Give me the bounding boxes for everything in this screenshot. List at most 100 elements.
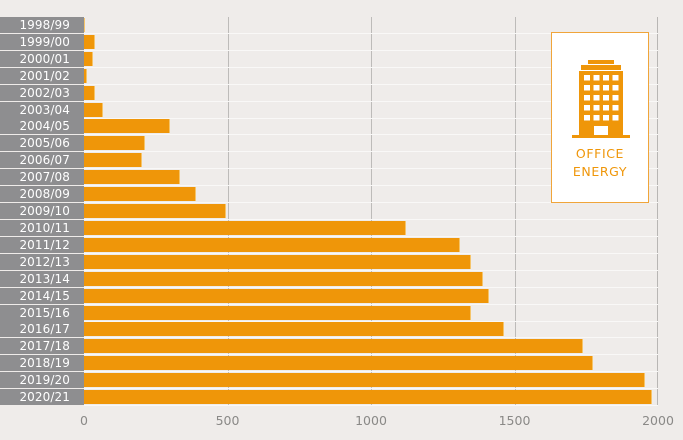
row-separator [84, 219, 658, 221]
row-separator [84, 49, 658, 51]
gridline [371, 17, 372, 406]
bar-row: 2000/01 [0, 50, 658, 68]
x-tick-label: 2000 [642, 413, 674, 428]
category-label: 2020/21 [0, 389, 84, 406]
row-separator [84, 66, 658, 68]
bar [84, 68, 87, 83]
bar [84, 288, 489, 303]
category-label: 2012/13 [0, 253, 84, 270]
bar-row: 2001/02 [0, 67, 658, 85]
bar-row: 2016/17 [0, 321, 658, 339]
category-label: 2004/05 [0, 118, 84, 135]
row-separator [84, 33, 658, 34]
row-separator [84, 235, 658, 237]
category-label: 2016/17 [0, 321, 84, 338]
row-separator [84, 100, 658, 102]
bar-chart: 1998/99 1999/00 2000/01 2001/02 2002/03 2003/… [0, 17, 658, 407]
category-label: 1999/00 [0, 33, 84, 50]
row-separator [84, 269, 658, 271]
bar [84, 390, 653, 405]
bar-row: 2009/10 [0, 203, 658, 221]
legend-label-line1: OFFICE [575, 146, 625, 161]
bar [84, 339, 584, 354]
row-separator [84, 354, 658, 356]
bar [84, 271, 483, 286]
bar [84, 220, 406, 235]
category-label: 2009/10 [0, 203, 84, 220]
bar [84, 34, 95, 49]
category-label: 2018/19 [0, 355, 84, 372]
bar-row: 1998/99 [0, 17, 658, 34]
bar [84, 102, 103, 117]
bar [84, 322, 504, 337]
bar-row: 2018/19 [0, 355, 658, 373]
row-separator [84, 117, 658, 119]
bar-row: 2004/05 [0, 118, 658, 136]
bar-row: 2002/03 [0, 84, 658, 102]
x-tick-label: 1000 [355, 413, 387, 428]
bar [84, 153, 142, 168]
row-separator [84, 337, 658, 339]
bar [84, 170, 180, 185]
row-separator [84, 371, 658, 373]
category-label: 2011/12 [0, 236, 84, 253]
bar-row: 2020/21 [0, 389, 658, 407]
row-separator [84, 168, 658, 170]
bar-row: 2019/20 [0, 372, 658, 390]
gridline [514, 17, 516, 406]
category-label: 2015/16 [0, 304, 84, 321]
bar [84, 373, 646, 388]
row-separator [84, 303, 658, 305]
bar-row: 2003/04 [0, 101, 658, 119]
bar-row: 2012/13 [0, 253, 658, 271]
bar [84, 237, 460, 252]
row-separator [84, 185, 658, 187]
category-label: 2002/03 [0, 84, 84, 101]
bar-row: 2013/14 [0, 270, 658, 288]
row-separator [84, 202, 658, 204]
bar-row: 2010/11 [0, 219, 658, 237]
x-tick-label: 500 [215, 413, 240, 428]
row-separator [84, 388, 658, 390]
row-separator [84, 252, 658, 254]
bar-row: 2005/06 [0, 135, 658, 153]
category-label: 2010/11 [0, 219, 84, 236]
bar-row: 2017/18 [0, 338, 658, 356]
category-label: 2008/09 [0, 186, 84, 203]
category-label: 2014/15 [0, 287, 84, 304]
category-label: 2019/20 [0, 372, 84, 389]
bar-row: 2008/09 [0, 186, 658, 204]
bar-row: 2014/15 [0, 287, 658, 305]
bar [84, 305, 471, 320]
category-label: 2005/06 [0, 135, 84, 152]
category-label: 2000/01 [0, 50, 84, 67]
legend-box: OFFICE ENERGY [551, 32, 649, 203]
bar [84, 254, 471, 269]
category-label: 1998/99 [0, 17, 84, 33]
bar-row: 1999/00 [0, 33, 658, 51]
row-separator [84, 83, 658, 85]
category-label: 2001/02 [0, 67, 84, 84]
row-separator [84, 405, 658, 407]
bar-row: 2006/07 [0, 152, 658, 170]
row-separator [84, 286, 658, 288]
bar [84, 85, 96, 100]
category-label: 2003/04 [0, 101, 84, 118]
legend-label-line2: ENERGY [572, 164, 628, 179]
bar-row: 2007/08 [0, 169, 658, 187]
row-separator [84, 320, 658, 322]
bar-row: 2011/12 [0, 236, 658, 254]
category-label: 2013/14 [0, 270, 84, 287]
bar [84, 356, 594, 371]
x-tick-label: 1500 [498, 413, 531, 428]
row-separator [84, 151, 658, 153]
x-tick-label: 0 [80, 413, 88, 428]
office-building-icon [572, 60, 630, 138]
category-label: 2007/08 [0, 169, 84, 186]
bar [84, 18, 86, 32]
bar [84, 136, 145, 151]
bar [84, 51, 94, 66]
category-label: 2017/18 [0, 338, 84, 355]
gridline [227, 17, 229, 406]
bar [84, 119, 170, 134]
